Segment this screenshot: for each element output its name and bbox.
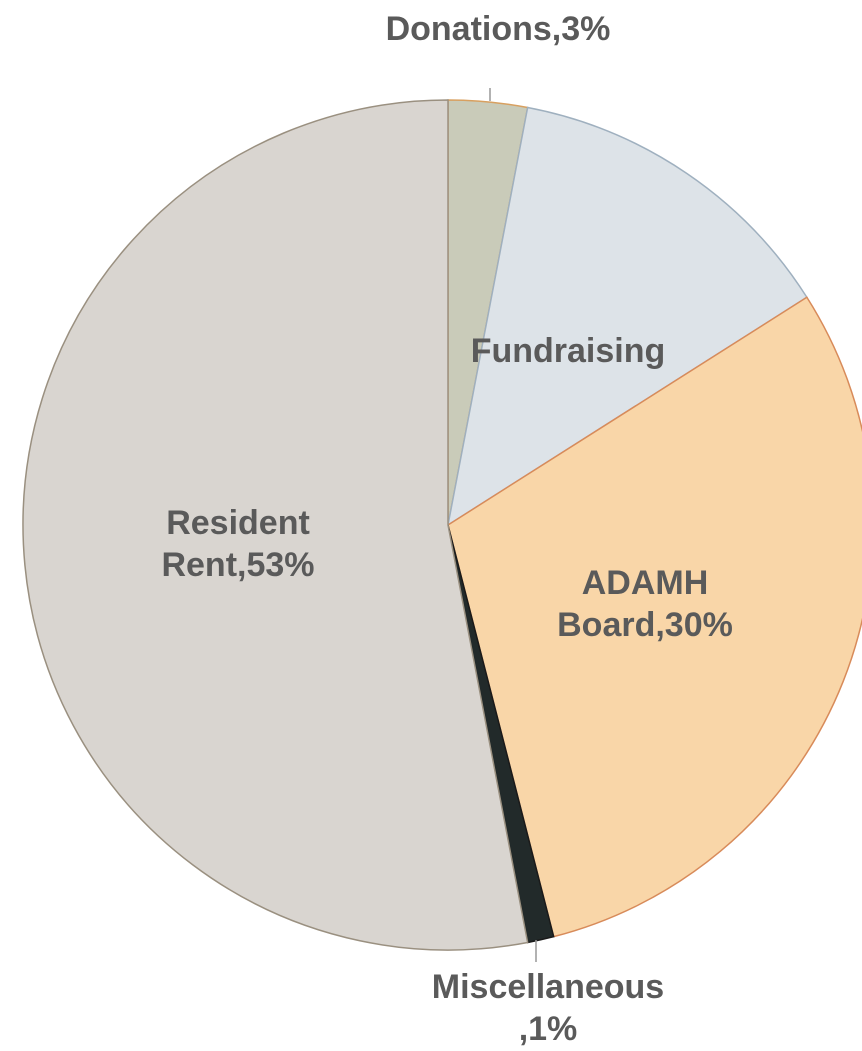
pie-slice (446, 106, 808, 527)
slice-label: Donations,3% (385, 10, 611, 48)
slice-label: ADAMH Board,30% (557, 564, 733, 644)
pie-slice (22, 99, 529, 951)
slice-label: Fundraising (470, 332, 666, 370)
pie-slice (447, 296, 862, 938)
slice-label: Resident Rent,53% (161, 504, 315, 584)
slice-label: Miscellaneous,1% (431, 968, 665, 1048)
